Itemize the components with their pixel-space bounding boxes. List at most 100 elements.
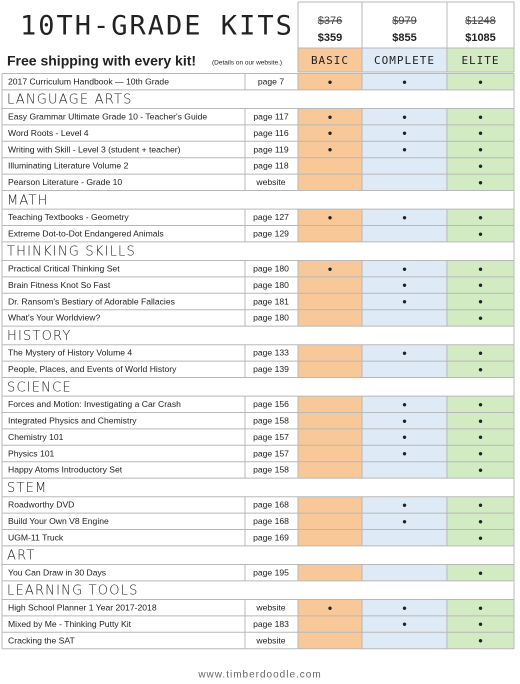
included-dot: ● bbox=[402, 264, 407, 273]
included-dot: ● bbox=[402, 77, 407, 86]
included-dot: ● bbox=[478, 229, 483, 238]
kit-name-cell bbox=[447, 48, 514, 72]
included-dot: ● bbox=[478, 603, 483, 612]
item-name: Easy Grammar Ultimate Grade 10 - Teacher… bbox=[8, 111, 207, 121]
section-title: HISTORY bbox=[7, 329, 72, 344]
item-name: Chemistry 101 bbox=[8, 432, 64, 442]
kit-cell bbox=[447, 513, 514, 530]
item-page: page 183 bbox=[253, 619, 289, 629]
kit-cell bbox=[447, 293, 514, 310]
kit-cell bbox=[362, 564, 447, 581]
included-dot: ● bbox=[478, 636, 483, 645]
item-name: Happy Atoms Introductory Set bbox=[8, 465, 123, 475]
kit-cell bbox=[298, 73, 362, 90]
item-page: page 139 bbox=[253, 364, 289, 374]
kit-name-cell bbox=[298, 48, 362, 72]
included-dot: ● bbox=[478, 314, 483, 323]
included-dot: ● bbox=[402, 297, 407, 306]
footer: www.timberdoodle.com bbox=[197, 670, 321, 681]
kit-cell bbox=[298, 309, 362, 327]
kit-cell bbox=[362, 157, 447, 175]
kit-cell bbox=[298, 412, 362, 429]
item-page: page 180 bbox=[253, 263, 289, 273]
item-name: Forces and Motion: Investigating a Car C… bbox=[8, 399, 181, 409]
kit-cell bbox=[298, 260, 362, 277]
section-title: LEARNING TOOLS bbox=[7, 584, 139, 599]
section-title: THINKING SKILLS bbox=[7, 245, 136, 260]
kit-cell bbox=[362, 361, 447, 378]
included-dot: ● bbox=[478, 449, 483, 458]
included-dot: ● bbox=[402, 620, 407, 629]
included-dot: ● bbox=[402, 400, 407, 409]
kit-cell bbox=[362, 513, 447, 530]
kit-cell bbox=[298, 225, 362, 242]
kit-cell bbox=[362, 309, 447, 327]
old-price: $979 bbox=[392, 15, 416, 27]
kit-cell bbox=[298, 209, 362, 226]
item-name: Roadworthy DVD bbox=[8, 500, 74, 510]
kit-name-cell bbox=[362, 48, 447, 72]
included-dot: ● bbox=[478, 416, 483, 425]
kit-cell bbox=[447, 632, 514, 649]
included-dot: ● bbox=[402, 145, 407, 154]
price: $855 bbox=[392, 32, 416, 44]
included-dot: ● bbox=[478, 349, 483, 358]
kit-name: COMPLETE bbox=[374, 54, 435, 67]
item-name: Pearson Literature - Grade 10 bbox=[8, 177, 122, 187]
item-name: Writing with Skill - Level 3 (student + … bbox=[8, 144, 181, 154]
included-dot: ● bbox=[478, 568, 483, 577]
kit-cell bbox=[362, 344, 447, 362]
section-title: STEM bbox=[7, 481, 47, 496]
kit-cell bbox=[447, 124, 514, 142]
item-page: page 116 bbox=[253, 128, 288, 138]
section-title: SCIENCE bbox=[7, 380, 72, 395]
kit-cell bbox=[362, 428, 447, 446]
kit-cell bbox=[447, 309, 514, 327]
kit-cell bbox=[447, 209, 514, 226]
item-name: Brain Fitness Knot So Fast bbox=[8, 280, 111, 290]
item-page: page 181 bbox=[253, 296, 289, 306]
item-page: website bbox=[255, 635, 285, 645]
kit-cell bbox=[447, 599, 514, 616]
included-dot: ● bbox=[478, 517, 483, 526]
kit-cell bbox=[362, 174, 447, 191]
included-dot: ● bbox=[478, 620, 483, 629]
kit-cell bbox=[298, 344, 362, 362]
kit-cell bbox=[298, 276, 362, 294]
kit-cell bbox=[362, 73, 447, 90]
section-title: LANGUAGE ARTS bbox=[7, 93, 133, 108]
item-name: Practical Critical Thinking Set bbox=[8, 263, 120, 273]
kit-cell bbox=[298, 124, 362, 142]
item-page: page 157 bbox=[253, 432, 289, 442]
kit-cell bbox=[447, 396, 514, 413]
kit-cell bbox=[298, 174, 362, 191]
item-name: 2017 Curriculum Handbook — 10th Grade bbox=[8, 76, 169, 86]
item-page: page 169 bbox=[253, 532, 289, 542]
kit-cell bbox=[362, 496, 447, 514]
included-dot: ● bbox=[402, 517, 407, 526]
item-page: website bbox=[255, 177, 285, 187]
kit-cell bbox=[298, 293, 362, 310]
included-dot: ● bbox=[328, 603, 333, 612]
item-page: page 168 bbox=[253, 516, 289, 526]
item-name: You Can Draw in 30 Days bbox=[8, 567, 106, 577]
included-dot: ● bbox=[478, 213, 483, 222]
kit-cell bbox=[362, 461, 447, 479]
item-page: page 158 bbox=[253, 415, 289, 425]
item-page: page 156 bbox=[253, 399, 289, 409]
included-dot: ● bbox=[328, 112, 333, 121]
kit-cell bbox=[362, 276, 447, 294]
item-name: Mixed by Me - Thinking Putty Kit bbox=[8, 619, 132, 629]
item-page: page 7 bbox=[258, 76, 285, 86]
included-dot: ● bbox=[478, 145, 483, 154]
item-name: Physics 101 bbox=[8, 448, 55, 458]
included-dot: ● bbox=[328, 129, 333, 138]
kit-cell bbox=[362, 108, 447, 125]
item-name: Illuminating Literature Volume 2 bbox=[8, 161, 129, 171]
kit-cell bbox=[447, 260, 514, 277]
item-page: page 168 bbox=[253, 500, 289, 510]
kit-cell bbox=[447, 361, 514, 378]
kit-cell bbox=[447, 73, 514, 90]
item-page: page 157 bbox=[253, 448, 289, 458]
kit-name: BASIC bbox=[311, 54, 349, 67]
